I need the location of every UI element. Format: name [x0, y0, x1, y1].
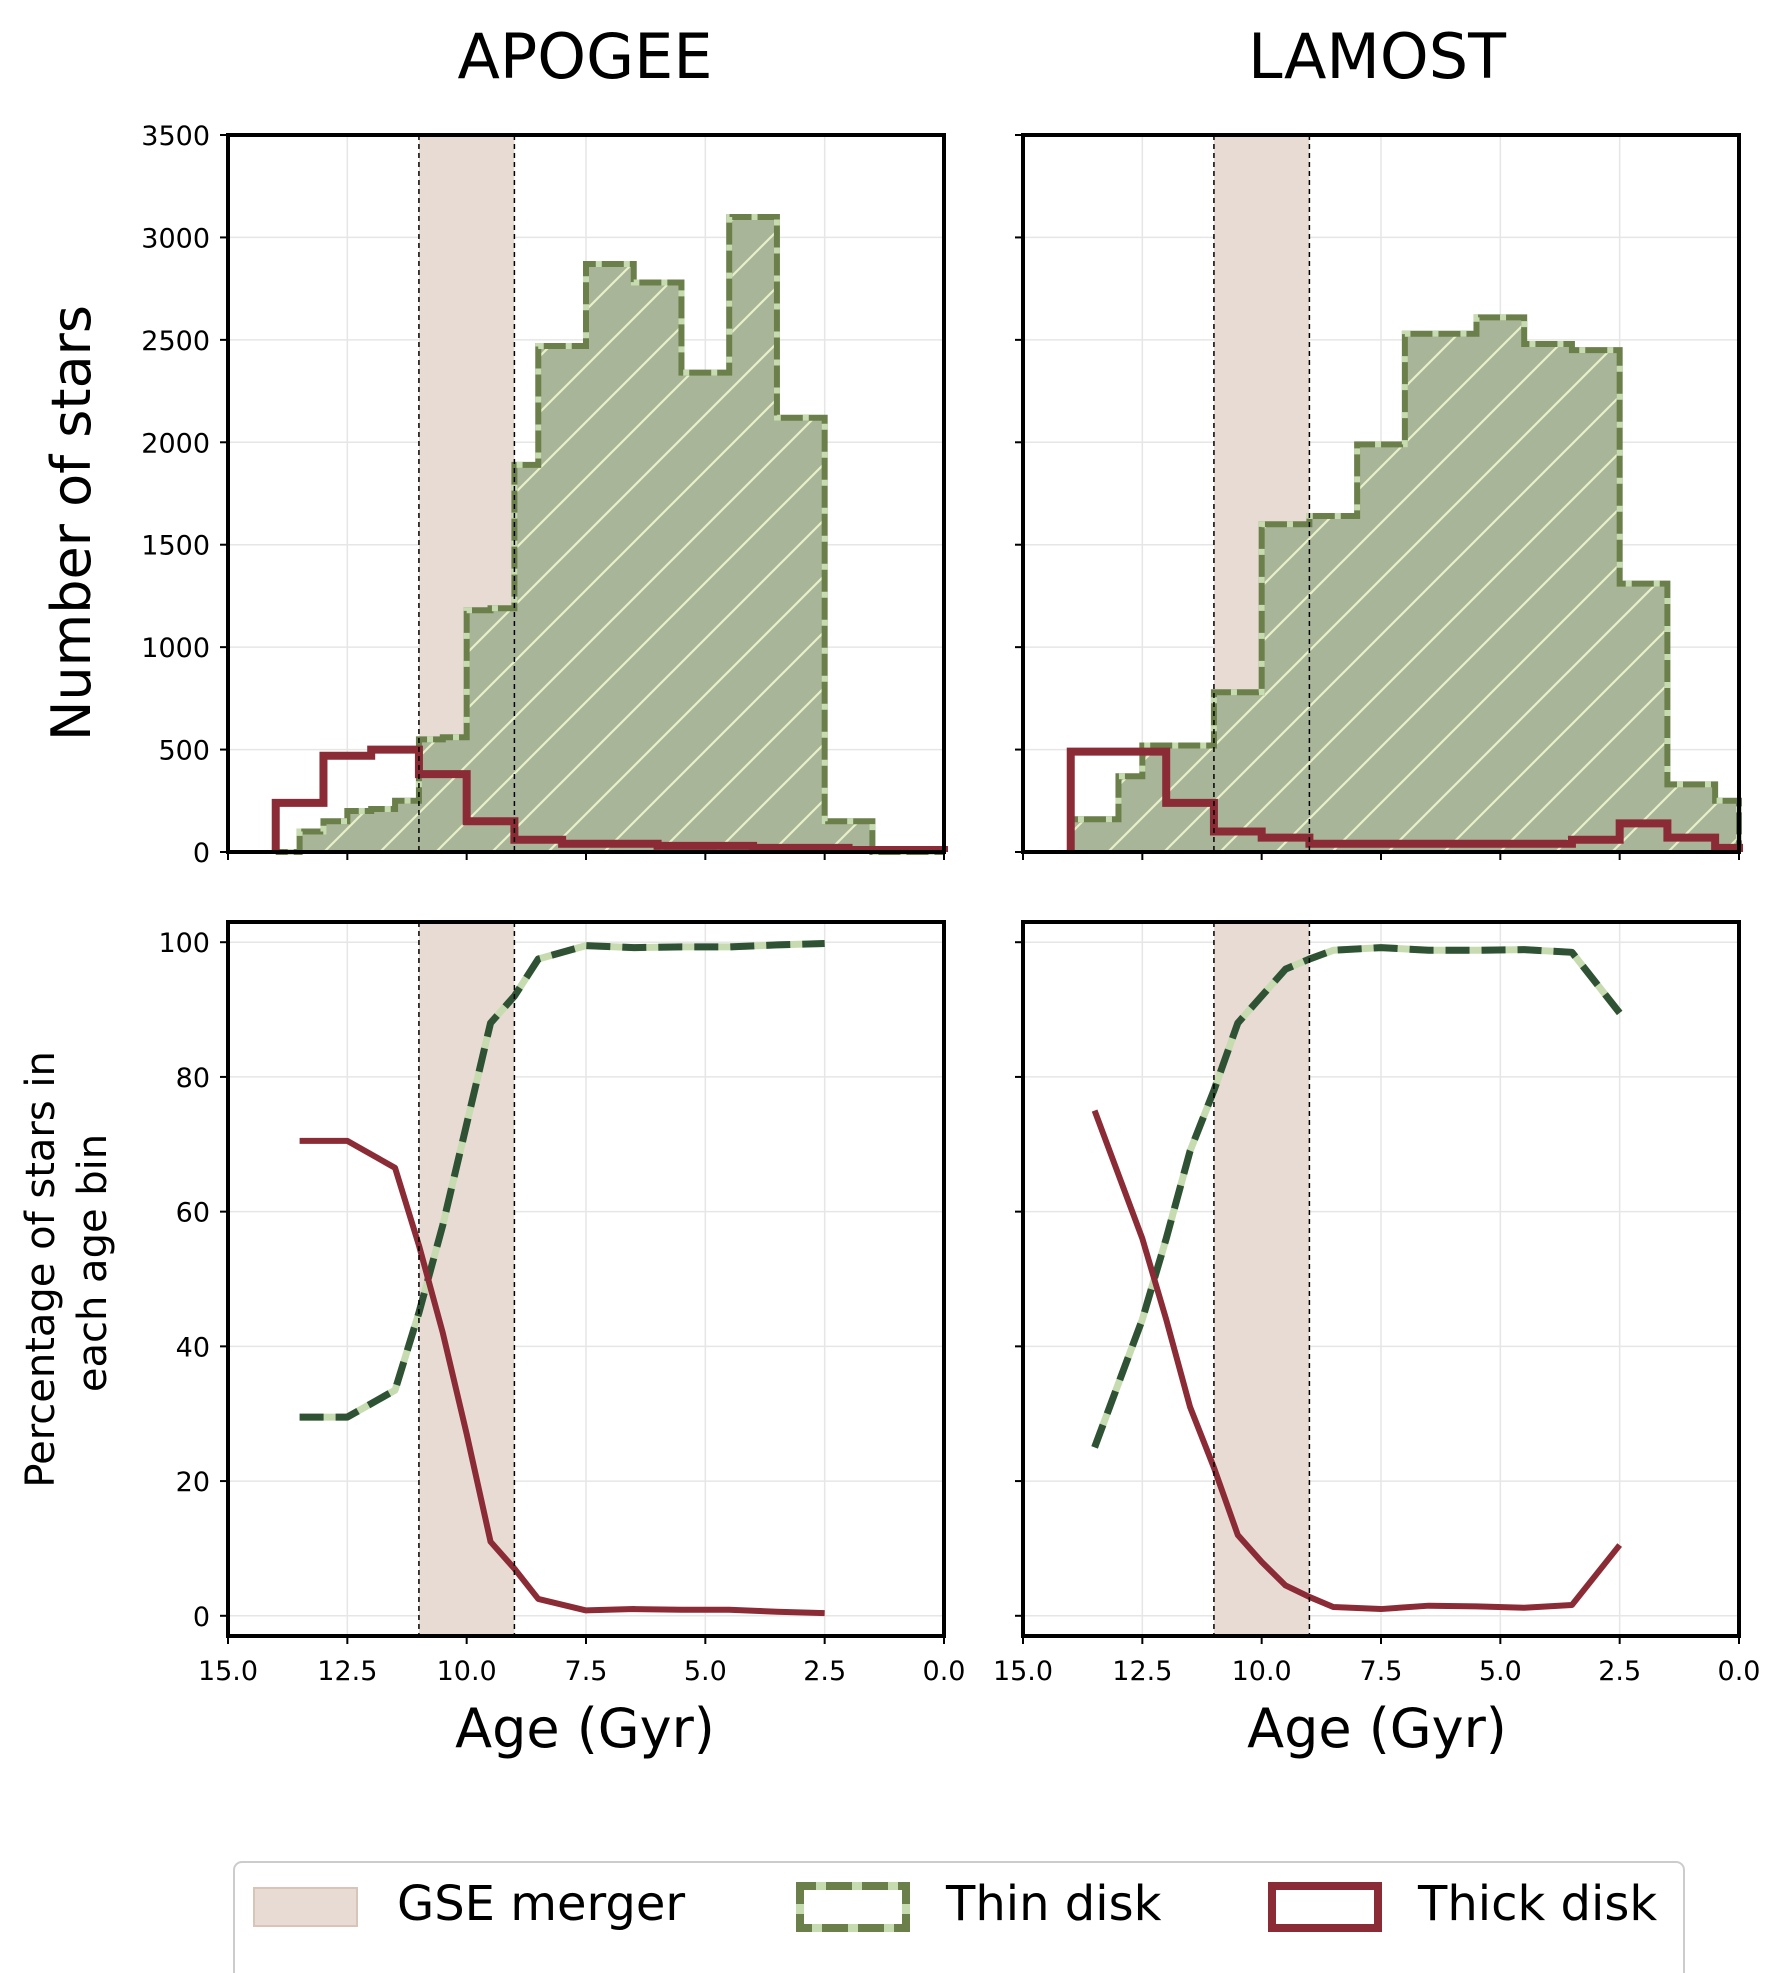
panel-lamost-histogram: [1015, 133, 1743, 860]
legend-label-thick: Thick disk: [1417, 1876, 1657, 1932]
thin-disk-line: [1091, 944, 1623, 1449]
x-tick-label: 12.5: [317, 1656, 377, 1687]
panel-lamost-percentage: 15.0 12.5 10.0 7.5 5.0 2.5 0.0: [993, 920, 1761, 1687]
y-axis-label-bottom-line1: Percentage of stars in: [18, 1051, 64, 1488]
legend-swatch-thin: [796, 1882, 910, 1932]
x-tick-label: 0.0: [1718, 1656, 1761, 1687]
y-tick-label: 2500: [141, 326, 210, 357]
x-tick-label: 10.0: [437, 1656, 497, 1687]
legend-label-thin: Thin disk: [945, 1876, 1162, 1932]
y-tick-label: 40: [176, 1332, 210, 1363]
thin-disk-histogram: [275, 213, 944, 855]
thin-disk-edge: [275, 213, 944, 855]
y-tick-label: 100: [158, 928, 210, 959]
y-tick-label: 0: [193, 838, 210, 869]
thin-disk-hatch: [275, 216, 944, 852]
y-tick-label: 500: [158, 736, 210, 767]
thin-disk-histogram: [1067, 314, 1742, 852]
thin-disk-edge-dash: [1067, 314, 1742, 852]
y-tick-label: 3500: [141, 121, 210, 152]
y-tick-label: 60: [176, 1198, 210, 1229]
x-tick-label: 15.0: [993, 1656, 1053, 1687]
y-tick-label: 20: [176, 1467, 210, 1498]
legend-label-gse: GSE merger: [397, 1876, 685, 1932]
x-tick-label: 7.5: [1360, 1656, 1403, 1687]
y-tick-label: 1000: [141, 633, 210, 664]
grid: [1022, 922, 1740, 1636]
grid: [227, 922, 945, 1636]
x-tick-label: 0.0: [923, 1656, 966, 1687]
x-tick-label: 2.5: [803, 1656, 846, 1687]
gse-merger-band: [418, 922, 515, 1636]
legend-swatch-gse: [253, 1887, 358, 1927]
panel-title-apogee: APOGEE: [458, 20, 713, 93]
thick-disk-line: [1091, 1109, 1623, 1613]
gse-merger-band: [1213, 922, 1310, 1636]
panel-title-lamost: LAMOST: [1248, 20, 1507, 93]
thin-disk-hatch: [1070, 317, 1739, 852]
x-tick-label: 5.0: [684, 1656, 727, 1687]
x-tick-label: 7.5: [565, 1656, 608, 1687]
x-tick-label: 15.0: [198, 1656, 258, 1687]
thick-disk-histogram: [1066, 747, 1743, 852]
y-axis-label-bottom: Percentage of stars in each age bin: [18, 1038, 116, 1487]
x-axis-label-right: Age (Gyr): [1247, 1697, 1507, 1760]
panel-apogee-histogram: 0 500 1000 1500 2000 2500 3000 3500: [141, 121, 948, 869]
legend-swatch-thick: [1268, 1882, 1382, 1932]
y-tick-label: 2000: [141, 428, 210, 459]
legend: GSE merger Thin disk Thick disk: [233, 1861, 1685, 1973]
y-axis-label-bottom-line2: each age bin: [70, 1134, 116, 1392]
y-tick-label: 0: [193, 1602, 210, 1633]
y-tick-label: 80: [176, 1063, 210, 1094]
x-axis-label-left: Age (Gyr): [455, 1697, 715, 1760]
thin-disk-line-dash: [1091, 944, 1623, 1449]
thin-disk-line-base: [1091, 944, 1623, 1449]
panel-apogee-percentage: 0 20 40 60 80 100 15.0 12.5 10.0 7.5 5.0 2.5 0.0: [158, 920, 966, 1687]
y-axis-label-top: Number of stars: [40, 305, 103, 741]
y-tick-label: 1500: [141, 531, 210, 562]
x-tick-label: 5.0: [1479, 1656, 1522, 1687]
thick-disk-line: [299, 1137, 825, 1617]
x-tick-label: 12.5: [1112, 1656, 1172, 1687]
x-tick-label: 10.0: [1232, 1656, 1292, 1687]
y-tick-label: 3000: [141, 223, 210, 254]
x-tick-label: 2.5: [1598, 1656, 1641, 1687]
